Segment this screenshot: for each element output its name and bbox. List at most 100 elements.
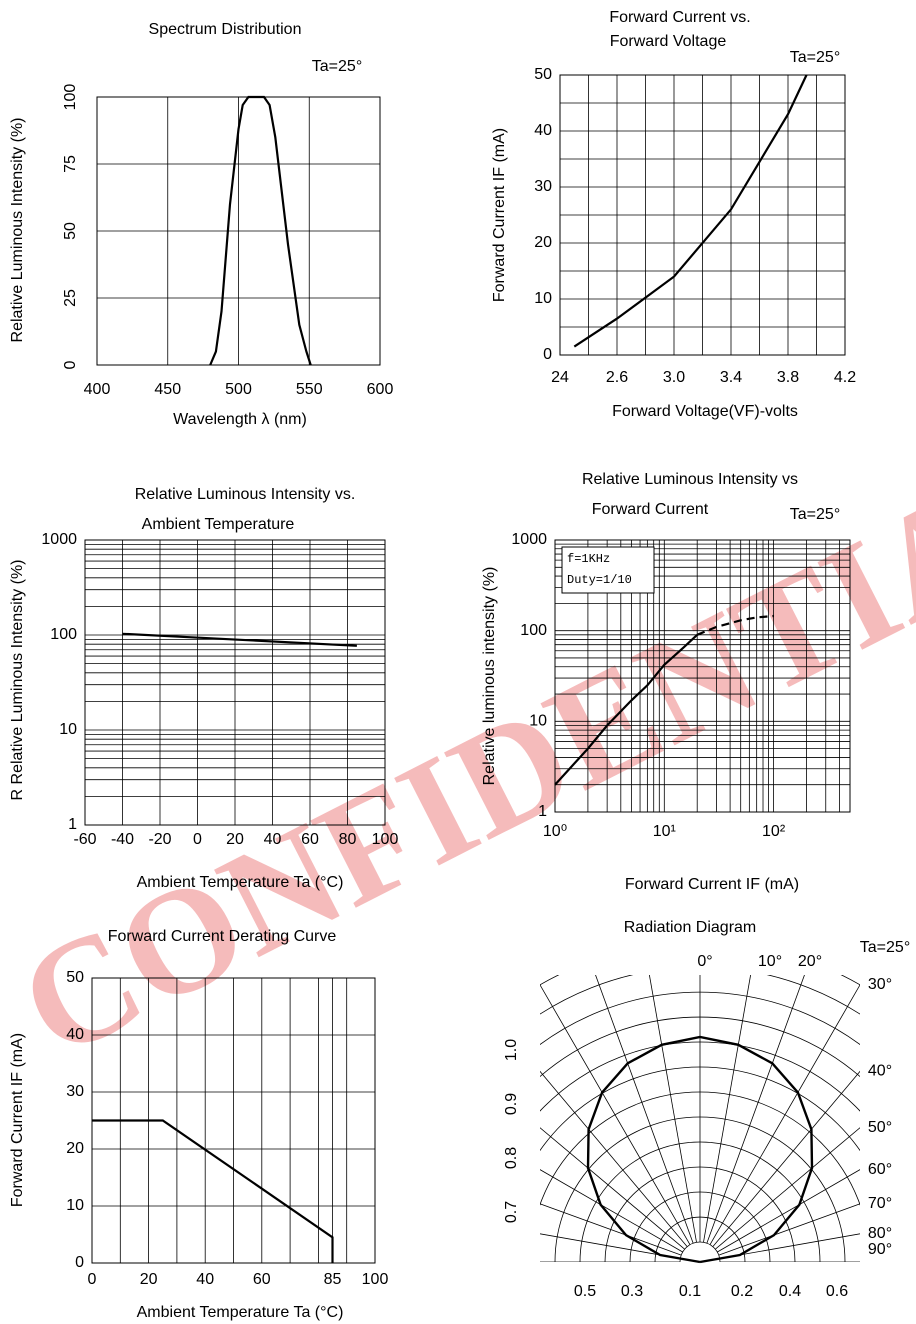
y-tick-label: 100 [50,626,77,643]
chart-title: Forward Voltage [610,33,727,50]
x-axis-label: Forward Voltage(VF)-volts [612,403,798,420]
y-tick-label: 30 [534,178,552,195]
polar-grid-arc [355,917,916,1262]
x-tick-label: 400 [84,381,111,398]
data-line [573,74,808,348]
polar-grid-arc [540,975,860,1015]
angle-label: 80° [868,1225,892,1242]
x-tick-label: 85 [324,1271,342,1288]
angle-label: 60° [868,1161,892,1178]
x-tick-label: 0 [88,1271,97,1288]
chart-title: Relative Luminous Intensity vs. [135,486,356,503]
radial-grid-line [595,975,694,1244]
radial-grid-line [718,1203,860,1256]
x-tick-label: 10² [762,823,786,840]
y-tick-label: 50 [66,969,84,986]
angle-label: 90° [868,1241,892,1258]
chart-title: Forward Current vs. [609,9,750,26]
x-tick-label: 10¹ [653,823,676,840]
y-tick-label: 1 [68,816,77,833]
y-axis-label: R Relative Luminous Intensity (%) [9,560,26,801]
x-tick-label: 3.4 [720,369,742,386]
y-axis-label: Forward Current IF (mA) [9,1033,26,1207]
annotation: Ta=25° [790,49,840,66]
y-tick-label: 1000 [41,531,77,548]
angle-label: 40° [868,1063,892,1080]
x-tick-label: 600 [367,381,394,398]
polar-grid-arc [679,1241,721,1262]
x-tick-label: 0 [193,831,202,848]
x-tick-label: 10⁰ [543,823,567,840]
x-axis-label: Ambient Temperature Ta (°C) [137,1304,344,1321]
radial-label: 0.7 [503,1201,520,1223]
x-tick-label: 3.8 [777,369,799,386]
x-tick-label: 100 [362,1271,389,1288]
polar-grid-arc [540,1016,860,1078]
x-tick-label: 550 [296,381,323,398]
radial-label: 0.3 [621,1283,643,1300]
y-tick-label: 10 [529,713,547,730]
chart-title: Spectrum Distribution [149,21,302,38]
x-tick-label: 40 [264,831,282,848]
y-tick-label: 0 [75,1254,84,1271]
chart-title: Forward Current Derating Curve [108,928,337,945]
annotation: Ta=25° [860,939,910,956]
radial-grid-line [717,1169,860,1253]
angle-label: 20° [798,953,822,970]
radial-label: 0.1 [679,1283,701,1300]
radial-grid-line [540,1070,688,1247]
data-line [696,614,774,636]
y-tick-label: 20 [66,1140,84,1157]
x-tick-label: 3.0 [663,369,685,386]
polar-grid-arc [305,867,916,1262]
x-axis-label: Wavelength λ (nm) [173,411,307,428]
x-tick-label: 80 [339,831,357,848]
y-tick-label: 0 [62,360,79,369]
radial-grid-line [706,975,805,1244]
note-text: Duty=1/10 [567,573,632,587]
y-tick-label: 25 [62,289,79,307]
x-tick-label: 20 [226,831,244,848]
radial-grid-line [709,984,860,1245]
angle-label: 30° [868,976,892,993]
radial-label: 0.8 [503,1147,520,1169]
angle-label: 50° [868,1119,892,1136]
angle-label: 70° [868,1195,892,1212]
note-box [561,546,655,594]
y-axis-label: Forward Current IF (mA) [491,128,508,302]
radial-grid-line [540,1127,685,1250]
chart-title: Radiation Diagram [624,919,757,936]
note-text: f=1KHz [567,552,610,566]
angle-label: 10° [758,953,782,970]
x-axis-label: Ambient Temperature Ta (°C) [137,874,344,891]
radial-grid-line [540,1233,681,1259]
radial-grid-line [540,1169,683,1253]
x-tick-label: 100 [372,831,399,848]
annotation: Ta=25° [790,506,840,523]
y-tick-label: 20 [534,234,552,251]
y-tick-label: 1000 [511,531,547,548]
x-axis-label: Forward Current IF (mA) [625,876,799,893]
x-tick-label: 4.2 [834,369,856,386]
y-tick-label: 50 [534,66,552,83]
y-tick-label: 100 [520,622,547,639]
x-tick-label: 2.6 [606,369,628,386]
data-line [209,95,312,366]
radial-grid-line [540,984,691,1245]
data-line [92,1119,334,1263]
radial-grid-line [715,1127,860,1250]
x-tick-label: 40 [196,1271,214,1288]
x-tick-label: -20 [148,831,171,848]
x-tick-label: 60 [253,1271,271,1288]
radial-grid-line [703,975,752,1243]
y-tick-label: 1 [538,803,547,820]
x-tick-label: -40 [111,831,134,848]
y-tick-label: 30 [66,1083,84,1100]
y-axis-label: Relative luminous intensity (%) [481,567,498,786]
annotation: Ta=25° [312,58,362,75]
x-tick-label: 450 [154,381,181,398]
chart-title: Forward Current [592,501,709,518]
y-tick-label: 10 [66,1197,84,1214]
y-tick-label: 40 [66,1026,84,1043]
